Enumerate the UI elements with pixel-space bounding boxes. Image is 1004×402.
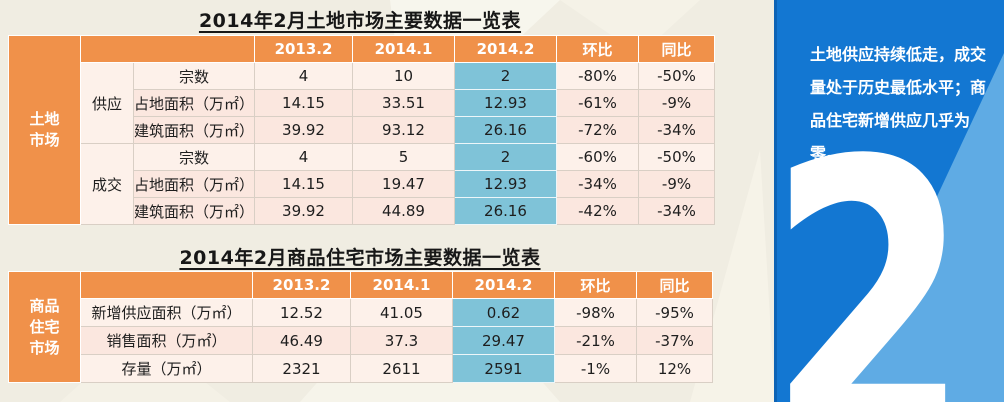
group-label-line: 土地 (29, 110, 60, 128)
column-header: 2013.2 (252, 271, 351, 299)
metric-label: 占地面积（万㎡） (132, 89, 256, 117)
value-cell: 46.49 (252, 326, 351, 355)
header-empty-cell (80, 271, 253, 299)
table-row: 商品 住宅 市场 2013.2 2014.1 2014.2 环比 同比 (8, 271, 713, 383)
value-cell: 39.92 (254, 116, 354, 144)
group-label-line: 住宅 (29, 317, 60, 336)
value-cell: 14.15 (254, 170, 354, 198)
housing-market-table: 商品 住宅 市场 2013.2 2014.1 2014.2 环比 同比 新增供应… (8, 271, 713, 383)
table-row: 存量（万㎡） 2321 2611 2591 -1% 12% (9, 354, 713, 383)
value-cell: 5 (352, 143, 456, 171)
group-label-land-market: 土地 市场 (8, 35, 81, 225)
column-header: 2014.1 (350, 271, 453, 299)
value-cell: 19.47 (352, 170, 456, 198)
column-header: 同比 (638, 35, 716, 63)
tables-area: 2014年2月土地市场主要数据一览表 土地 市场 2013.2 2014.1 2… (8, 10, 716, 383)
highlight-value-cell: 26.16 (454, 116, 558, 144)
yoy-change-cell: -9% (638, 89, 716, 117)
mom-change-cell: -80% (556, 62, 640, 90)
mom-change-cell: -21% (554, 326, 637, 355)
highlight-value-cell: 2 (454, 143, 558, 171)
value-cell: 2321 (252, 354, 351, 383)
group-label-line: 商品 (29, 296, 60, 315)
land-table-title: 2014年2月土地市场主要数据一览表 (198, 10, 522, 32)
column-header: 2013.2 (254, 35, 354, 63)
column-header: 2014.1 (352, 35, 456, 63)
group-label-line: 市场 (29, 131, 60, 149)
yoy-change-cell: -50% (638, 143, 716, 171)
column-header: 2014.2 (452, 271, 555, 299)
metric-label: 存量（万㎡） (80, 354, 253, 383)
metric-label: 占地面积（万㎡） (132, 170, 256, 198)
value-cell: 44.89 (352, 197, 456, 225)
value-cell: 4 (254, 143, 354, 171)
table-row: 占地面积（万㎡） 14.15 33.51 12.93 -61% -9% (9, 89, 716, 117)
housing-table-title: 2014年2月商品住宅市场主要数据一览表 (179, 247, 541, 269)
metric-label: 销售面积（万㎡） (80, 326, 253, 355)
value-cell: 10 (352, 62, 456, 90)
mom-change-cell: -42% (556, 197, 640, 225)
column-header: 环比 (556, 35, 640, 63)
value-cell: 37.3 (350, 326, 453, 355)
value-cell: 14.15 (254, 89, 354, 117)
subgroup-label-transaction: 成交 (80, 143, 134, 225)
mom-change-cell: -34% (556, 170, 640, 198)
value-cell: 2611 (350, 354, 453, 383)
highlight-value-cell: 12.93 (454, 89, 558, 117)
mom-change-cell: -1% (554, 354, 637, 383)
header-empty-cell (79, 35, 256, 63)
land-market-table: 土地 市场 2013.2 2014.1 2014.2 环比 同比 供应 宗数 4… (8, 35, 716, 225)
table-row: 土地 市场 2013.2 2014.1 2014.2 环比 同比 (8, 35, 716, 225)
diagonal-band-shape (841, 53, 1004, 402)
value-cell: 93.12 (352, 116, 456, 144)
yoy-change-cell: 12% (636, 354, 713, 383)
highlight-value-cell: 12.93 (454, 170, 558, 198)
yoy-change-cell: -34% (638, 116, 716, 144)
group-label-line: 市场 (29, 338, 60, 357)
column-header: 同比 (636, 271, 713, 299)
yoy-change-cell: -34% (638, 197, 716, 225)
metric-label: 宗数 (132, 62, 256, 90)
group-label-housing-market: 商品 住宅 市场 (8, 271, 81, 383)
highlight-value-cell: 2591 (452, 354, 555, 383)
value-cell: 4 (254, 62, 354, 90)
yoy-change-cell: -50% (638, 62, 716, 90)
highlight-value-cell: 29.47 (452, 326, 555, 355)
column-header: 2014.2 (454, 35, 558, 63)
highlight-value-cell: 2 (454, 62, 558, 90)
table-row: 占地面积（万㎡） 14.15 19.47 12.93 -34% -9% (9, 170, 716, 198)
table-row: 建筑面积（万㎡） 39.92 44.89 26.16 -42% -34% (9, 197, 716, 225)
summary-text: 土地供应持续低走，成交量处于历史最低水平；商品住宅新增供应几乎为零。 (810, 45, 987, 163)
yoy-change-cell: -37% (636, 326, 713, 355)
mom-change-cell: -98% (554, 298, 637, 327)
table-row: 供应 宗数 4 10 2 -80% -50% (9, 62, 716, 144)
metric-label: 新增供应面积（万㎡） (80, 298, 253, 327)
value-cell: 39.92 (254, 197, 354, 225)
value-cell: 12.52 (252, 298, 351, 327)
table-row: 新增供应面积（万㎡） 12.52 41.05 0.62 -98% -95% (9, 298, 713, 327)
highlight-value-cell: 0.62 (452, 298, 555, 327)
yoy-change-cell: -95% (636, 298, 713, 327)
summary-sidebar: 2 土地供应持续低走，成交量处于历史最低水平；商品住宅新增供应几乎为零。 (774, 0, 1004, 402)
mom-change-cell: -60% (556, 143, 640, 171)
metric-label: 宗数 (132, 143, 256, 171)
table-row: 销售面积（万㎡） 46.49 37.3 29.47 -21% -37% (9, 326, 713, 355)
column-header: 环比 (554, 271, 637, 299)
table-row: 建筑面积（万㎡） 39.92 93.12 26.16 -72% -34% (9, 116, 716, 144)
value-cell: 33.51 (352, 89, 456, 117)
subgroup-label-supply: 供应 (80, 62, 134, 144)
metric-label: 建筑面积（万㎡） (132, 116, 256, 144)
mom-change-cell: -61% (556, 89, 640, 117)
yoy-change-cell: -9% (638, 170, 716, 198)
mom-change-cell: -72% (556, 116, 640, 144)
section-number: 2 (774, 80, 971, 402)
value-cell: 41.05 (350, 298, 453, 327)
highlight-value-cell: 26.16 (454, 197, 558, 225)
table-row: 成交 宗数 4 5 2 -60% -50% (9, 143, 716, 225)
metric-label: 建筑面积（万㎡） (132, 197, 256, 225)
